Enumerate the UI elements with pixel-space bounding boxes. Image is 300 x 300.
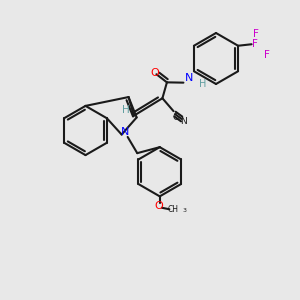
Text: O: O — [151, 68, 159, 78]
Text: F: F — [264, 50, 269, 60]
Text: F: F — [253, 29, 259, 39]
Text: H: H — [199, 79, 206, 89]
Text: 3: 3 — [183, 208, 187, 213]
Text: H: H — [122, 105, 129, 115]
Text: N: N — [121, 127, 129, 137]
Text: N: N — [185, 73, 194, 83]
Text: O: O — [155, 201, 164, 211]
Text: C: C — [172, 112, 179, 122]
Text: F: F — [252, 39, 257, 49]
Text: CH: CH — [168, 205, 179, 214]
Text: N: N — [180, 117, 187, 126]
